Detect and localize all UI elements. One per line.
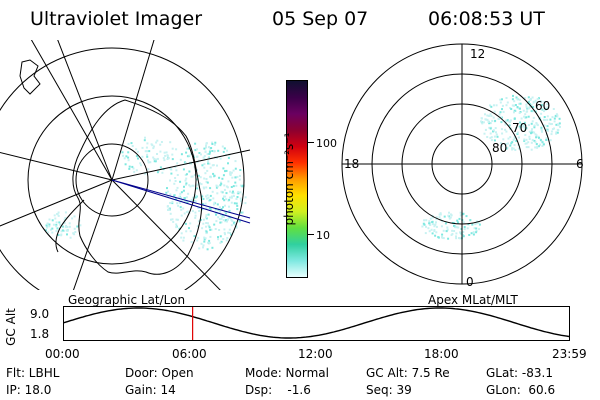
colorbar-tick-100: 100 [316, 137, 337, 150]
antarctica-coastline [72, 99, 203, 275]
info-dsp: Dsp: -1.6 [245, 383, 311, 397]
info-glat: GLat: -83.1 [486, 366, 553, 380]
observation-date: 05 Sep 07 [272, 8, 369, 30]
geographic-map [0, 40, 251, 290]
colorbar [286, 80, 308, 278]
info-filter: Flt: LBHL [6, 366, 60, 380]
mlat-label-60: 60 [535, 99, 550, 113]
altitude-plot [63, 306, 570, 341]
altitude-ytick-max: 9.0 [30, 307, 50, 321]
peninsula-coastline [55, 199, 85, 253]
info-glon: GLon: 60.6 [486, 383, 556, 397]
colorbar-tick-10: 10 [316, 229, 330, 242]
info-door: Door: Open [125, 366, 194, 380]
mlt-label-18: 18 [344, 157, 359, 171]
south-america-coastline [19, 59, 41, 95]
altitude-xtick-0: 00:00 [45, 347, 80, 361]
mlat-label-80: 80 [492, 141, 507, 155]
altitude-xtick-3: 18:00 [424, 347, 459, 361]
observation-time: 06:08:53 UT [428, 8, 545, 30]
info-ip: IP: 18.0 [6, 383, 52, 397]
info-gain: Gain: 14 [125, 383, 176, 397]
mlt-label-6: 6 [576, 157, 584, 171]
mlat-label-70: 70 [512, 121, 527, 135]
colorbar-unit-label: photon cm⁻²s⁻¹ [282, 132, 296, 226]
altitude-xtick-4: 23:59 [552, 347, 587, 361]
altitude-curve [63, 307, 570, 339]
mlt-label-0: 0 [466, 275, 474, 289]
altitude-xtick-1: 06:00 [172, 347, 207, 361]
apex-caption: Apex MLat/MLT [428, 293, 518, 307]
info-gc-alt: GC Alt: 7.5 Re [366, 366, 450, 380]
info-mode: Mode: Normal [245, 366, 329, 380]
altitude-xtick-2: 12:00 [298, 347, 333, 361]
geographic-caption: Geographic Lat/Lon [68, 293, 186, 307]
apex-aurora-emission [421, 94, 561, 240]
altitude-ytick-min: 1.8 [30, 327, 50, 341]
mlt-label-12: 12 [470, 47, 485, 61]
info-seq: Seq: 39 [366, 383, 412, 397]
instrument-title: Ultraviolet Imager [30, 8, 203, 30]
altitude-ylabel: GC Alt [3, 308, 18, 346]
apex-polar-plot: 12 18 6 0 60 70 80 [341, 43, 584, 289]
